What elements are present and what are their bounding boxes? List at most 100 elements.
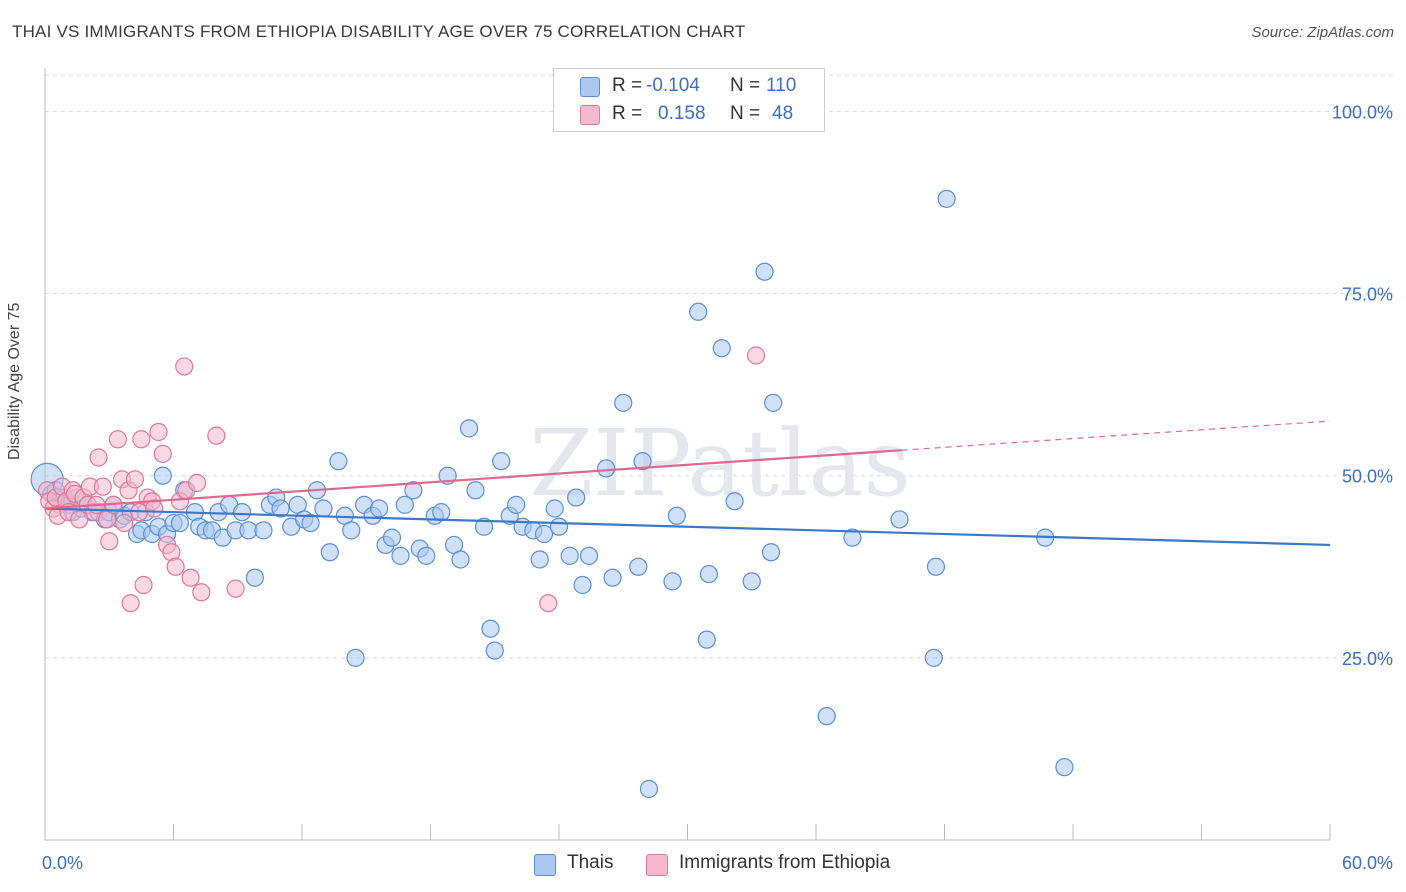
ethiopia-legend-swatch (646, 854, 668, 876)
ethiopia-point (181, 568, 200, 587)
thai-point (689, 302, 708, 321)
ethiopia-swatch (580, 105, 600, 125)
legend-row-thai: R = -0.104 N = 110 (554, 73, 824, 99)
thai-point (614, 393, 633, 412)
thai-point (534, 524, 554, 544)
ethiopia-point (70, 510, 89, 529)
thai-point (391, 546, 410, 565)
thai-point (481, 619, 500, 638)
thai-point (530, 550, 549, 569)
ethiopia-point (153, 444, 172, 463)
thai-trend-line (44, 507, 1331, 547)
ethiopia-point (175, 357, 194, 376)
ethiopia-point (134, 575, 153, 595)
ethiopia-trend-extension (901, 420, 1331, 451)
y-axis-label: Disability Age Over 75 (6, 302, 23, 460)
thai-point (320, 543, 339, 562)
thai-point (633, 452, 652, 471)
thai-point (342, 521, 361, 540)
ethiopia-point (539, 594, 558, 613)
ethiopia-point (100, 532, 119, 551)
legend-n-value: 110 (766, 75, 797, 96)
thai-point (579, 546, 599, 565)
legend-n-value: 48 (772, 103, 794, 124)
legend-n-label: N = (730, 75, 761, 96)
thai-point (254, 521, 273, 540)
chart-title: THAI VS IMMIGRANTS FROM ETHIOPIA DISABIL… (12, 22, 746, 41)
legend-r-label: R = (612, 75, 643, 96)
thai-point (890, 510, 909, 529)
y-tick-label: 100.0% (1332, 102, 1393, 122)
source-label: Source: ZipAtlas.com (1251, 24, 1394, 41)
thai-point (492, 452, 511, 471)
thai-point (459, 419, 479, 438)
legend-row-ethiopia: R = 0.158 N = 48 (554, 101, 824, 127)
thai-point (395, 495, 414, 514)
ethiopia-point (93, 477, 112, 496)
thai-point (697, 630, 716, 649)
thai-point (924, 648, 943, 667)
ethiopia-point (166, 557, 185, 576)
thai-legend-swatch (534, 854, 556, 876)
thai-point (597, 459, 616, 478)
ethiopia-point (149, 422, 168, 442)
ethiopia-point (192, 583, 211, 602)
thai-point (346, 648, 365, 667)
thai-point (573, 575, 592, 595)
stats-legend: R = -0.104 N = 110 R = 0.158 N = 48 (553, 68, 825, 132)
thai-point (843, 528, 862, 547)
ethiopia-point (108, 430, 127, 449)
trend-lines (44, 420, 1331, 547)
thai-point (301, 513, 320, 533)
thai-point (699, 564, 719, 584)
ethiopia-point (746, 346, 766, 365)
thai-point (153, 466, 172, 485)
thai-point (817, 707, 836, 726)
grid-lines (45, 74, 1395, 659)
thai-point (567, 488, 586, 507)
thai-swatch (580, 77, 600, 97)
thai-point (639, 779, 659, 799)
thai-point (329, 452, 348, 471)
thai-point (629, 557, 648, 576)
thai-point (926, 557, 946, 576)
thai-point (725, 492, 744, 511)
thai-point (1055, 758, 1074, 777)
thai-point (663, 572, 682, 591)
axes (44, 68, 1331, 841)
thai-point (232, 503, 252, 522)
ethiopia-point (89, 448, 108, 467)
thai-point (712, 339, 731, 358)
thai-point (755, 262, 774, 281)
ethiopia-point (121, 594, 140, 613)
thai-point (432, 503, 451, 522)
legend-r-label: R = (612, 103, 643, 124)
ethiopia-point (115, 513, 134, 533)
thai-point (761, 543, 781, 562)
y-tick-label: 25.0% (1342, 649, 1393, 669)
ethiopia-point (226, 579, 245, 598)
thai-point (271, 499, 290, 518)
thai-point (485, 641, 504, 660)
x-tick-label-max: 60.0% (1342, 853, 1393, 873)
thai-point (466, 481, 485, 500)
ethiopia-point (207, 426, 226, 445)
thai-legend-label: Thais (567, 852, 614, 873)
x-tick-label-min: 0.0% (42, 853, 83, 873)
ethiopia-legend-label: Immigrants from Ethiopia (679, 852, 891, 873)
thai-point (451, 550, 470, 569)
thai-point (549, 517, 569, 536)
ethiopia-trend-line (44, 449, 902, 510)
thai-point (937, 189, 956, 208)
thai-point (170, 513, 190, 533)
legend-r-value: -0.104 (646, 75, 700, 96)
thai-point (667, 506, 686, 525)
ethiopia-point (187, 473, 207, 493)
ethiopia-point (125, 470, 145, 489)
thai-point (314, 499, 333, 518)
thai-point (404, 481, 423, 500)
thai-point (370, 499, 389, 518)
thai-point (245, 568, 264, 587)
legend-n-label: N = (730, 103, 761, 124)
